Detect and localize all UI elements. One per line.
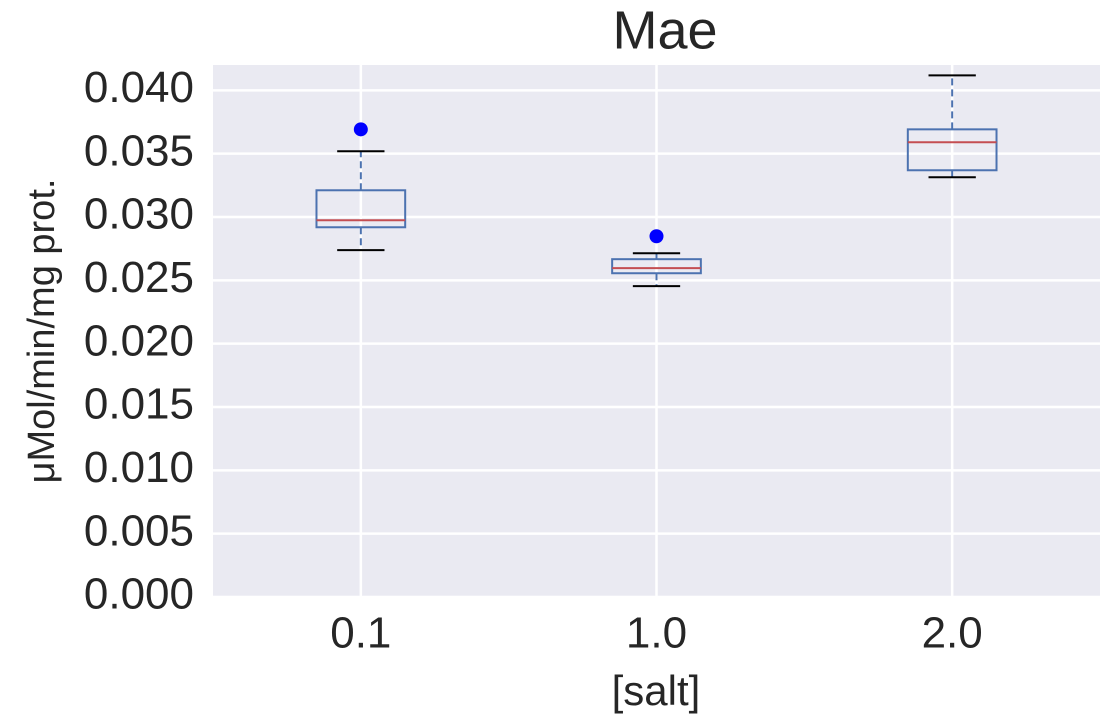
- y-tick-label: 0.015: [84, 380, 194, 429]
- box: [906, 128, 998, 172]
- y-tick-label: 0.020: [84, 316, 194, 365]
- y-axis-label: μMol/min/mg prot.: [21, 179, 63, 484]
- x-tick-label: 1.0: [626, 609, 687, 658]
- y-tick-label: 0.035: [84, 126, 194, 175]
- outlier: [649, 229, 664, 244]
- y-tick-label: 0.005: [84, 506, 194, 555]
- x-axis-label: [salt]: [612, 667, 701, 714]
- outlier: [353, 122, 368, 137]
- y-tick-label: 0.025: [84, 253, 194, 302]
- y-tick-label: 0.030: [84, 190, 194, 239]
- y-tick-label: 0.010: [84, 443, 194, 492]
- box: [315, 189, 407, 229]
- x-tick-label: 2.0: [922, 609, 983, 658]
- box: [611, 258, 702, 275]
- y-tick-label: 0.040: [84, 63, 194, 112]
- y-tick-label: 0.000: [84, 570, 194, 619]
- x-tick-label: 0.1: [330, 609, 391, 658]
- chart-title: Mae: [612, 0, 717, 60]
